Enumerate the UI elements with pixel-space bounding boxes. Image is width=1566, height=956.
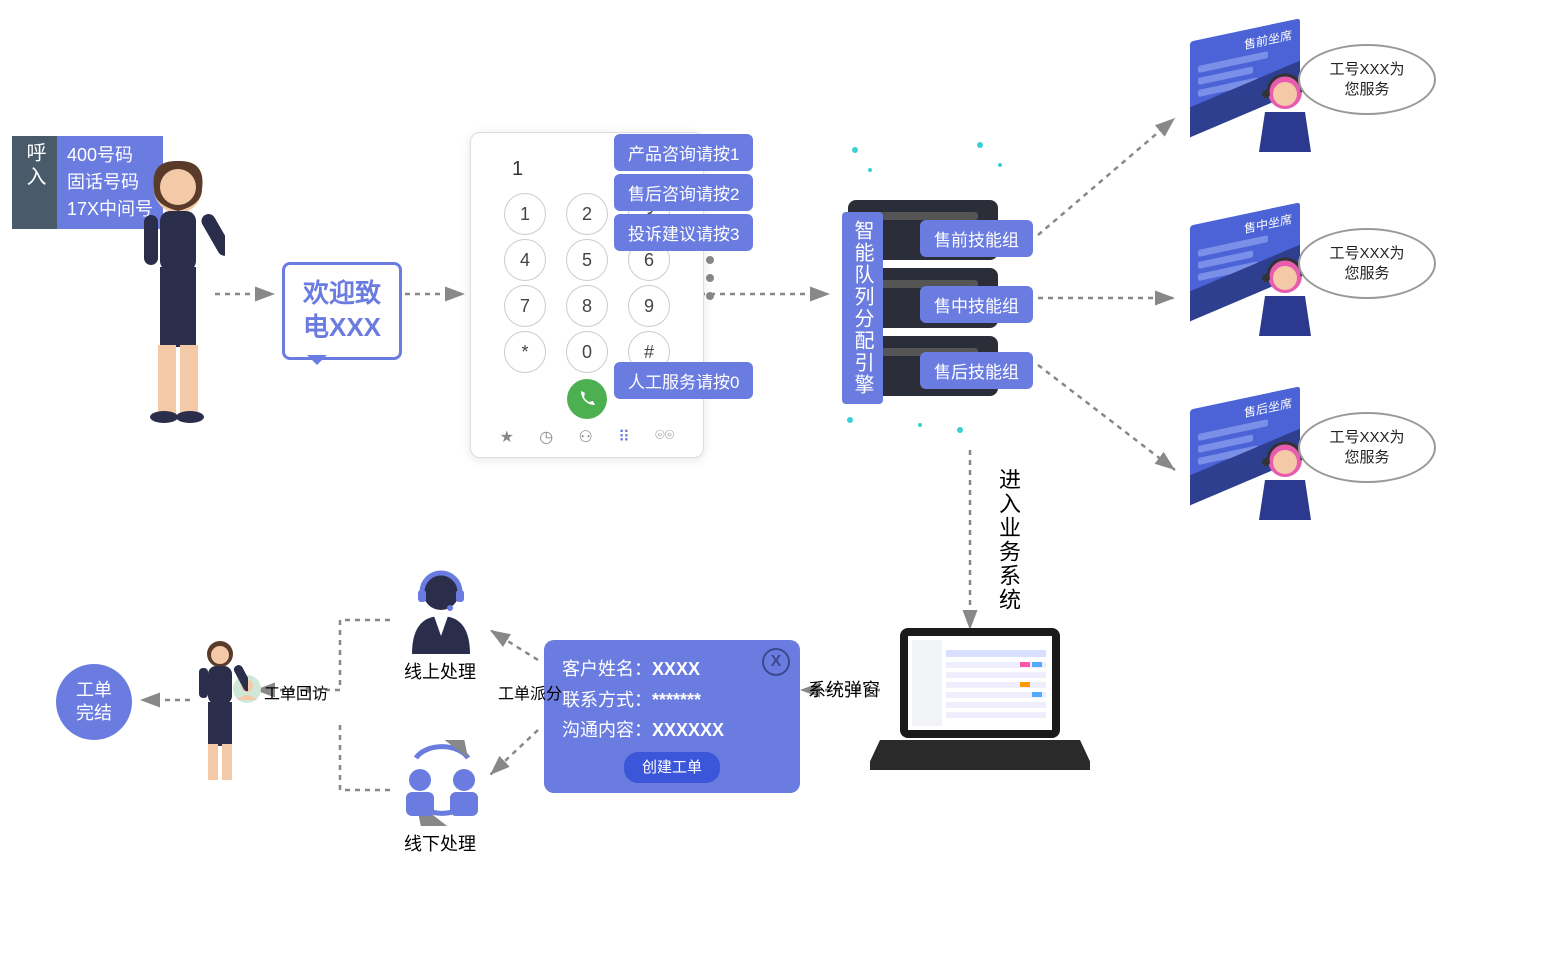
welcome-box: 欢迎致 电XXX: [282, 262, 402, 360]
ivr-human[interactable]: 人工服务请按0: [614, 362, 753, 399]
finish-l2: 完结: [76, 703, 112, 723]
incoming-header: 呼入: [12, 136, 57, 229]
agent-block-2: 售后坐席: [1190, 398, 1300, 468]
voicemail-icon[interactable]: ⌾⌾: [655, 427, 674, 447]
close-icon[interactable]: X: [762, 648, 790, 676]
speech-l2: 您服务: [1344, 449, 1389, 466]
key-star[interactable]: *: [504, 331, 546, 373]
offline-label: 线下处理: [404, 830, 476, 856]
ivr-opt-1[interactable]: 产品咨询请按1: [614, 134, 753, 171]
offline-collab-icon: [396, 740, 488, 826]
phone-icon: [577, 389, 597, 409]
enter-system-label: 进入业务系统: [992, 468, 1024, 612]
customer-form: X 客户姓名：XXXX 联系方式：******* 沟通内容：XXXXXX 创建工…: [544, 640, 800, 793]
speech-l2: 您服务: [1344, 265, 1389, 282]
clock-icon[interactable]: ◷: [539, 427, 553, 447]
agent-block-0: 售前坐席: [1190, 30, 1300, 100]
welcome-l1: 欢迎致: [303, 277, 381, 311]
key-4[interactable]: 4: [504, 239, 546, 281]
key-5[interactable]: 5: [566, 239, 608, 281]
key-1[interactable]: 1: [504, 193, 546, 235]
speech-l1: 工号XXX为: [1329, 429, 1404, 446]
ticket-finish: 工单完结: [56, 664, 132, 740]
key-7[interactable]: 7: [504, 285, 546, 327]
contact-val: *******: [652, 690, 701, 710]
callback-person-icon: [192, 636, 248, 786]
key-8[interactable]: 8: [566, 285, 608, 327]
contact-label: 联系方式：: [562, 690, 652, 710]
popup-label: 系统弹窗: [808, 676, 880, 702]
agent-card-title: 售前坐席: [1244, 26, 1292, 53]
speech-l1: 工号XXX为: [1329, 245, 1404, 262]
agent-card-title: 售后坐席: [1244, 394, 1292, 421]
online-agent-icon: [398, 566, 484, 656]
key-0[interactable]: 0: [566, 331, 608, 373]
grid-icon[interactable]: ⠿: [618, 427, 630, 447]
ivr-opt-2[interactable]: 售后咨询请按2: [614, 174, 753, 211]
finish-l1: 工单: [76, 680, 112, 700]
contacts-icon[interactable]: ⚇: [579, 427, 593, 447]
speech-l1: 工号XXX为: [1329, 61, 1404, 78]
skill-group-1: 售中技能组: [920, 286, 1033, 323]
star-icon[interactable]: ★: [500, 427, 514, 447]
name-label: 客户姓名：: [562, 659, 652, 679]
agent-card-title: 售中坐席: [1244, 210, 1292, 237]
name-val: XXXX: [652, 659, 700, 679]
ivr-opt-3[interactable]: 投诉建议请按3: [614, 214, 753, 251]
welcome-l2: 电XXX: [303, 311, 381, 345]
content-val: XXXXXX: [652, 720, 724, 740]
create-ticket-button[interactable]: 创建工单: [624, 752, 720, 784]
content-label: 沟通内容：: [562, 720, 652, 740]
skill-group-0: 售前技能组: [920, 220, 1033, 257]
speech-l2: 您服务: [1344, 81, 1389, 98]
engine-label: 智能队列分配引擎: [842, 212, 883, 404]
agent-speech-2: 工号XXX为 您服务: [1298, 412, 1436, 483]
laptop-icon: [870, 620, 1090, 790]
agent-speech-0: 工号XXX为 您服务: [1298, 44, 1436, 115]
caller-person-icon: [130, 155, 225, 425]
skill-group-2: 售后技能组: [920, 352, 1033, 389]
agent-block-1: 售中坐席: [1190, 214, 1300, 284]
key-2[interactable]: 2: [566, 193, 608, 235]
callback-label: 工单回访: [264, 680, 328, 704]
call-button[interactable]: [567, 379, 607, 419]
key-9[interactable]: 9: [628, 285, 670, 327]
dispatch-label: 工单派分: [498, 680, 562, 704]
agent-speech-1: 工号XXX为 您服务: [1298, 228, 1436, 299]
online-label: 线上处理: [404, 658, 476, 684]
dialpad-tabs: ★ ◷ ⚇ ⠿ ⌾⌾: [477, 423, 697, 449]
